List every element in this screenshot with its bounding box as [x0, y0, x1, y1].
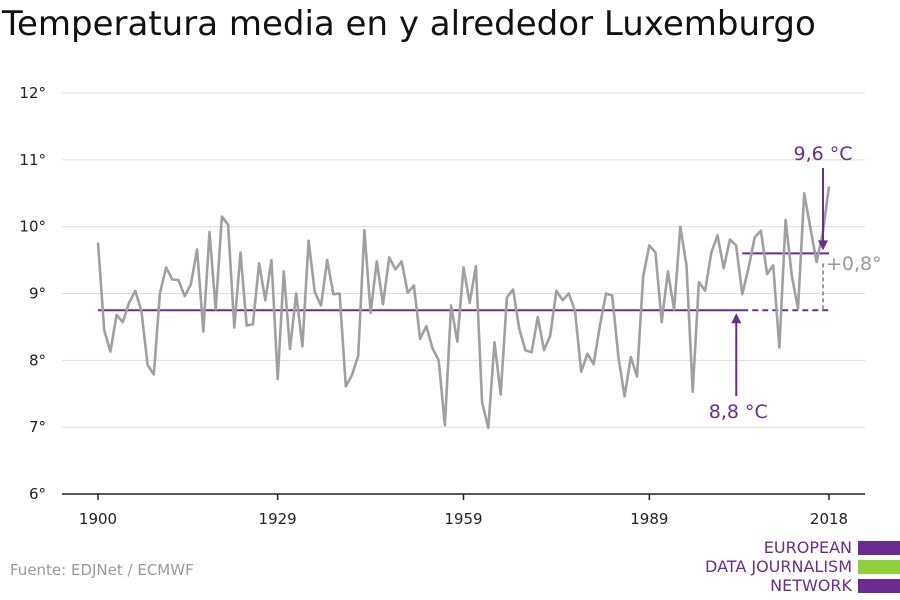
x-tick-label: 1929: [259, 510, 297, 528]
temperature-series-line: [96, 186, 831, 430]
y-tick-label: 8°: [29, 351, 46, 369]
logo-bar-top: [858, 541, 900, 555]
x-tick-label: 1989: [630, 510, 668, 528]
x-tick-label: 2018: [810, 510, 848, 528]
logo-bar-bottom: [858, 579, 900, 593]
difference-label: +0,8°: [826, 253, 882, 275]
grid-lines: [62, 92, 865, 428]
arrow-to-baseline-head: [731, 313, 742, 324]
source-note: Fuente: EDJNet / ECMWF: [10, 561, 194, 579]
baseline-label: 8,8 °C: [709, 401, 768, 423]
y-tick-label: 7°: [29, 418, 46, 436]
y-tick-label: 12°: [19, 84, 46, 102]
edjnet-logo: EUROPEAN DATA JOURNALISM NETWORK: [690, 538, 900, 598]
logo-line-1: EUROPEAN: [763, 538, 852, 557]
y-tick-label: 11°: [19, 151, 46, 169]
x-axis: 1900 1929 1959 1989 2018: [62, 493, 865, 528]
annotations: 8,8 °C 9,6 °C +0,8°: [709, 143, 882, 423]
arrow-to-recent-mean-head: [818, 240, 828, 251]
logo-line-2: DATA JOURNALISM: [705, 557, 852, 576]
y-tick-label: 9°: [29, 285, 46, 303]
recent-mean-label: 9,6 °C: [793, 143, 852, 165]
y-tick-label: 6°: [29, 485, 46, 503]
x-tick-label: 1959: [444, 510, 482, 528]
y-axis-ticks: 6° 7° 8° 9° 10° 11° 12°: [19, 84, 46, 503]
logo-line-3: NETWORK: [770, 576, 852, 595]
logo-bar-middle: [858, 560, 900, 574]
chart-title: Temperatura media en y alrededor Luxembu…: [2, 4, 816, 44]
x-tick-label: 1900: [79, 510, 117, 528]
y-tick-label: 10°: [19, 218, 46, 236]
